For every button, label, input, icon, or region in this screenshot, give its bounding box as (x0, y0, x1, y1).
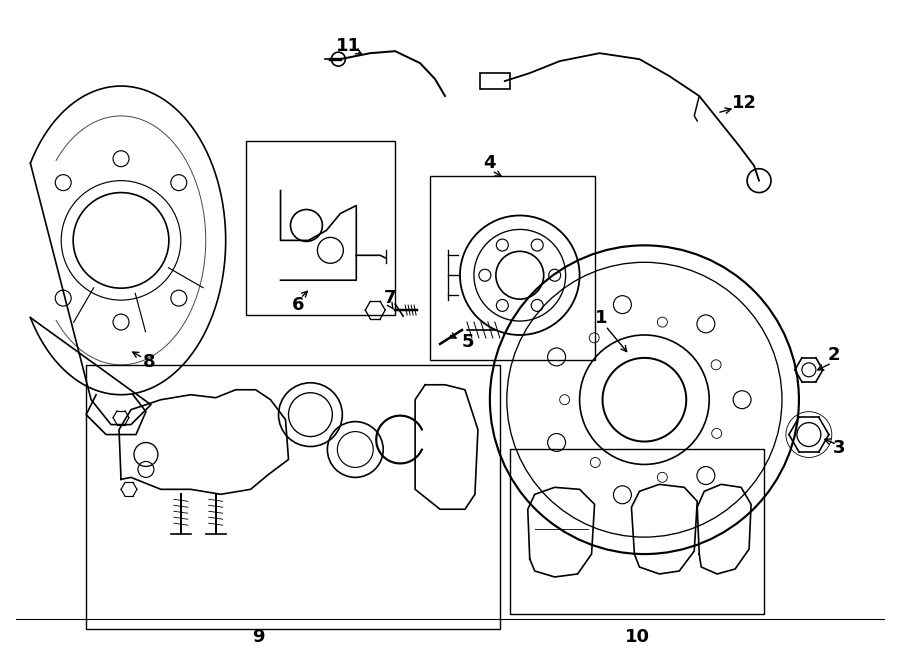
Bar (509, 449, 764, 614)
Text: 11: 11 (336, 37, 361, 56)
Text: 3: 3 (832, 438, 845, 457)
Text: 4: 4 (483, 154, 496, 172)
Bar (246, 141, 395, 315)
Text: 8: 8 (142, 353, 155, 371)
Text: 9: 9 (252, 628, 265, 646)
Bar (430, 176, 595, 360)
Bar (86, 365, 500, 629)
Text: 10: 10 (625, 628, 650, 646)
Text: 12: 12 (732, 94, 757, 112)
Bar (480, 73, 509, 89)
Text: 1: 1 (595, 309, 608, 327)
Text: 5: 5 (462, 333, 474, 351)
Text: 7: 7 (384, 289, 396, 307)
Text: 6: 6 (292, 296, 305, 314)
Text: 2: 2 (828, 346, 840, 364)
